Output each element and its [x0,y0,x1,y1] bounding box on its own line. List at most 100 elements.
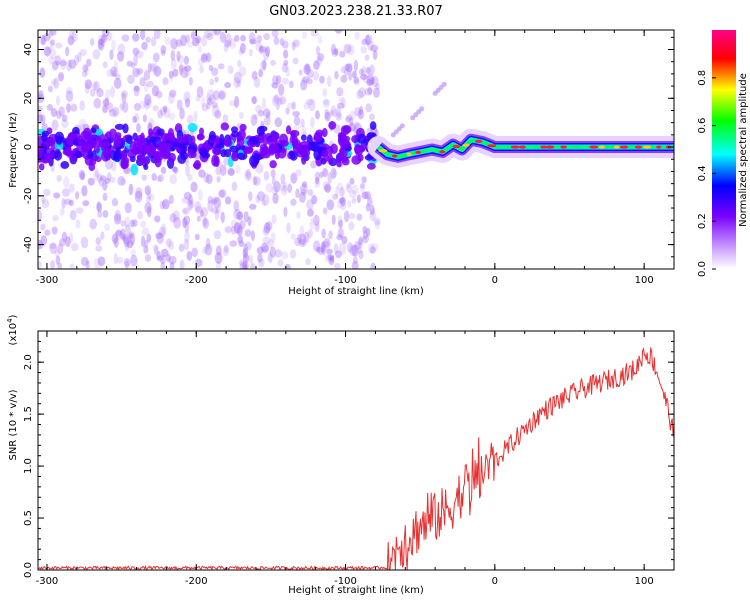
noise-dot [168,92,175,104]
noise-dot [367,243,375,254]
noise-dot [250,262,256,269]
noise-dot [369,64,375,75]
noise-dot [333,262,341,269]
noise-dot [114,209,121,222]
noise-dot [263,32,270,41]
noise-dot [338,242,347,255]
noise-dot [301,188,307,197]
noise-dot [366,73,375,86]
noise-dot [325,248,333,255]
noise-dot [38,114,44,123]
noise-dot [369,204,375,216]
spectrogram-x-label: Height of straight line (km) [288,286,424,297]
noise-dot [213,230,222,240]
band-dot [53,150,63,161]
noise-dot [134,102,141,111]
noise-dot [144,239,149,248]
noise-dot [176,55,184,64]
noise-dot [53,77,59,89]
noise-dot [141,174,148,181]
noise-dot [147,190,152,200]
noise-dot [210,101,219,109]
noise-dot [227,167,236,177]
noise-dot [139,100,145,110]
noise-dot [307,228,313,239]
noise-dot [200,53,208,63]
noise-dot [169,174,178,185]
noise-dot [352,70,357,79]
noise-dot [337,227,345,239]
noise-dot [292,110,300,118]
noise-dot [160,248,169,258]
noise-dot [132,67,140,78]
y-tick-label: 0 [23,144,34,150]
noise-dot [252,175,258,186]
noise-dot [344,63,350,71]
band-dot [187,148,195,159]
noise-dot [187,174,193,181]
noise-dot [149,63,156,72]
noise-dot [55,60,60,67]
noise-dot [182,207,190,215]
noise-dot [357,247,362,255]
noise-dot [111,39,116,52]
noise-dot [216,175,221,183]
noise-dot [151,62,158,73]
noise-dot [95,237,102,246]
signal-peak [643,145,652,149]
noise-dot [244,170,249,178]
noise-dot [193,110,198,123]
noise-dot [370,262,376,269]
noise-dot [341,97,346,109]
noise-dot [242,259,248,269]
noise-dot [185,34,191,43]
noise-dot [369,209,376,222]
noise-dot [176,99,183,111]
noise-dot [145,80,154,88]
noise-dot [358,236,364,245]
signal-peak [560,145,567,149]
noise-dot [237,235,244,244]
noise-dot [300,118,305,128]
noise-dot [348,212,356,220]
noise-dot [307,189,314,196]
noise-dot [161,198,170,210]
noise-dot [48,56,55,65]
noise-dot [260,242,269,253]
noise-dot [215,245,222,256]
noise-dot [84,83,90,95]
noise-dot [300,79,308,91]
noise-dot [104,89,111,101]
noise-dot [360,184,365,194]
y-tick-label: 40 [23,43,34,56]
noise-dot [329,255,335,263]
noise-dot [190,31,196,40]
noise-dot [104,223,110,232]
noise-dot [321,244,327,256]
noise-dot [176,50,181,62]
noise-dot [214,109,222,119]
noise-dot [334,70,339,80]
noise-dot [262,59,267,71]
noise-dot [93,257,101,269]
noise-dot [73,54,79,66]
noise-dot [346,242,353,253]
band-dot [327,153,334,164]
noise-dot [65,87,73,95]
noise-dot [360,46,368,54]
band-dot [199,147,208,157]
noise-dot [373,217,381,226]
noise-dot [338,228,344,239]
noise-dot [68,59,77,70]
noise-dot [143,245,149,254]
band-dot [132,142,142,155]
noise-dot [57,262,62,269]
noise-dot [188,76,193,86]
band-dot [321,127,328,138]
noise-dot [50,260,55,269]
noise-dot [271,95,279,107]
noise-dot [152,244,159,251]
noise-dot [317,246,324,256]
